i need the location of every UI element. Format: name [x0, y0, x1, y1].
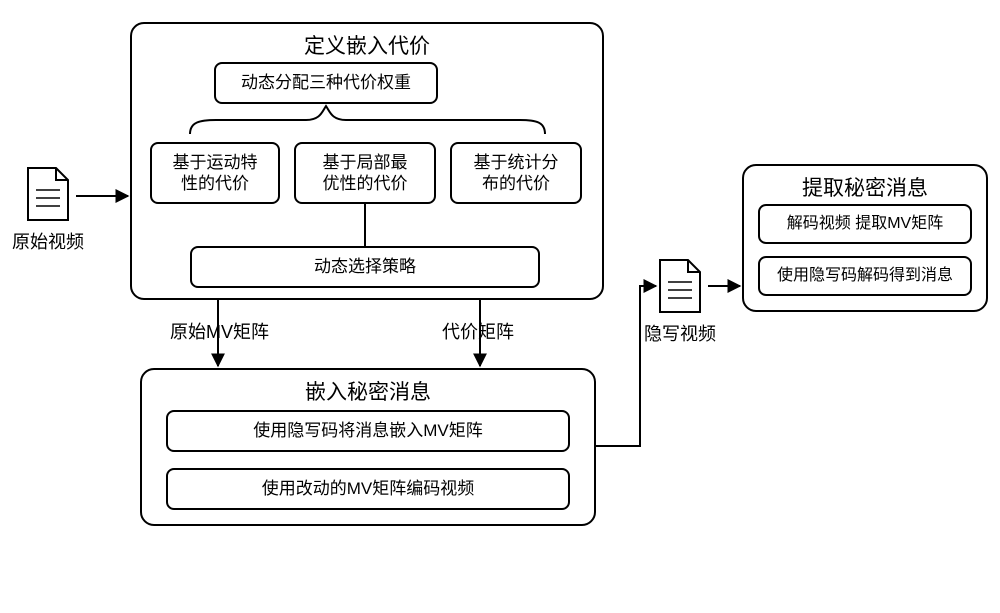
extract-step1-text: 解码视频 提取MV矩阵: [787, 214, 943, 234]
source-video-label: 原始视频: [8, 228, 88, 254]
cost-matrix-label: 代价矩阵: [442, 318, 514, 344]
strategy-node: 动态选择策略: [190, 246, 540, 288]
cost-local-node: 基于局部最 优性的代价: [294, 142, 436, 204]
embed-message-title: 嵌入秘密消息: [142, 376, 594, 406]
cost-local-text: 基于局部最 优性的代价: [323, 152, 408, 195]
extract-step2-node: 使用隐写码解码得到消息: [758, 256, 972, 296]
define-cost-title: 定义嵌入代价: [132, 30, 602, 60]
weights-text: 动态分配三种代价权重: [241, 72, 411, 93]
embed-step2-text: 使用改动的MV矩阵编码视频: [262, 478, 475, 499]
extract-step1-node: 解码视频 提取MV矩阵: [758, 204, 972, 244]
embed-step1-node: 使用隐写码将消息嵌入MV矩阵: [166, 410, 570, 452]
weights-node: 动态分配三种代价权重: [214, 62, 438, 104]
stego-video-label: 隐写视频: [640, 320, 720, 346]
cost-motion-node: 基于运动特 性的代价: [150, 142, 280, 204]
mv-matrix-label: 原始MV矩阵: [170, 318, 269, 344]
source-video-file-icon: [26, 166, 70, 222]
stego-video-file-icon: [658, 258, 702, 314]
embed-step2-node: 使用改动的MV矩阵编码视频: [166, 468, 570, 510]
cost-stat-node: 基于统计分 布的代价: [450, 142, 582, 204]
strategy-text: 动态选择策略: [314, 256, 416, 277]
cost-stat-text: 基于统计分 布的代价: [474, 152, 559, 195]
cost-motion-text: 基于运动特 性的代价: [173, 152, 258, 195]
extract-step2-text: 使用隐写码解码得到消息: [777, 266, 953, 286]
embed-step1-text: 使用隐写码将消息嵌入MV矩阵: [253, 420, 483, 441]
extract-message-title: 提取秘密消息: [744, 172, 986, 202]
